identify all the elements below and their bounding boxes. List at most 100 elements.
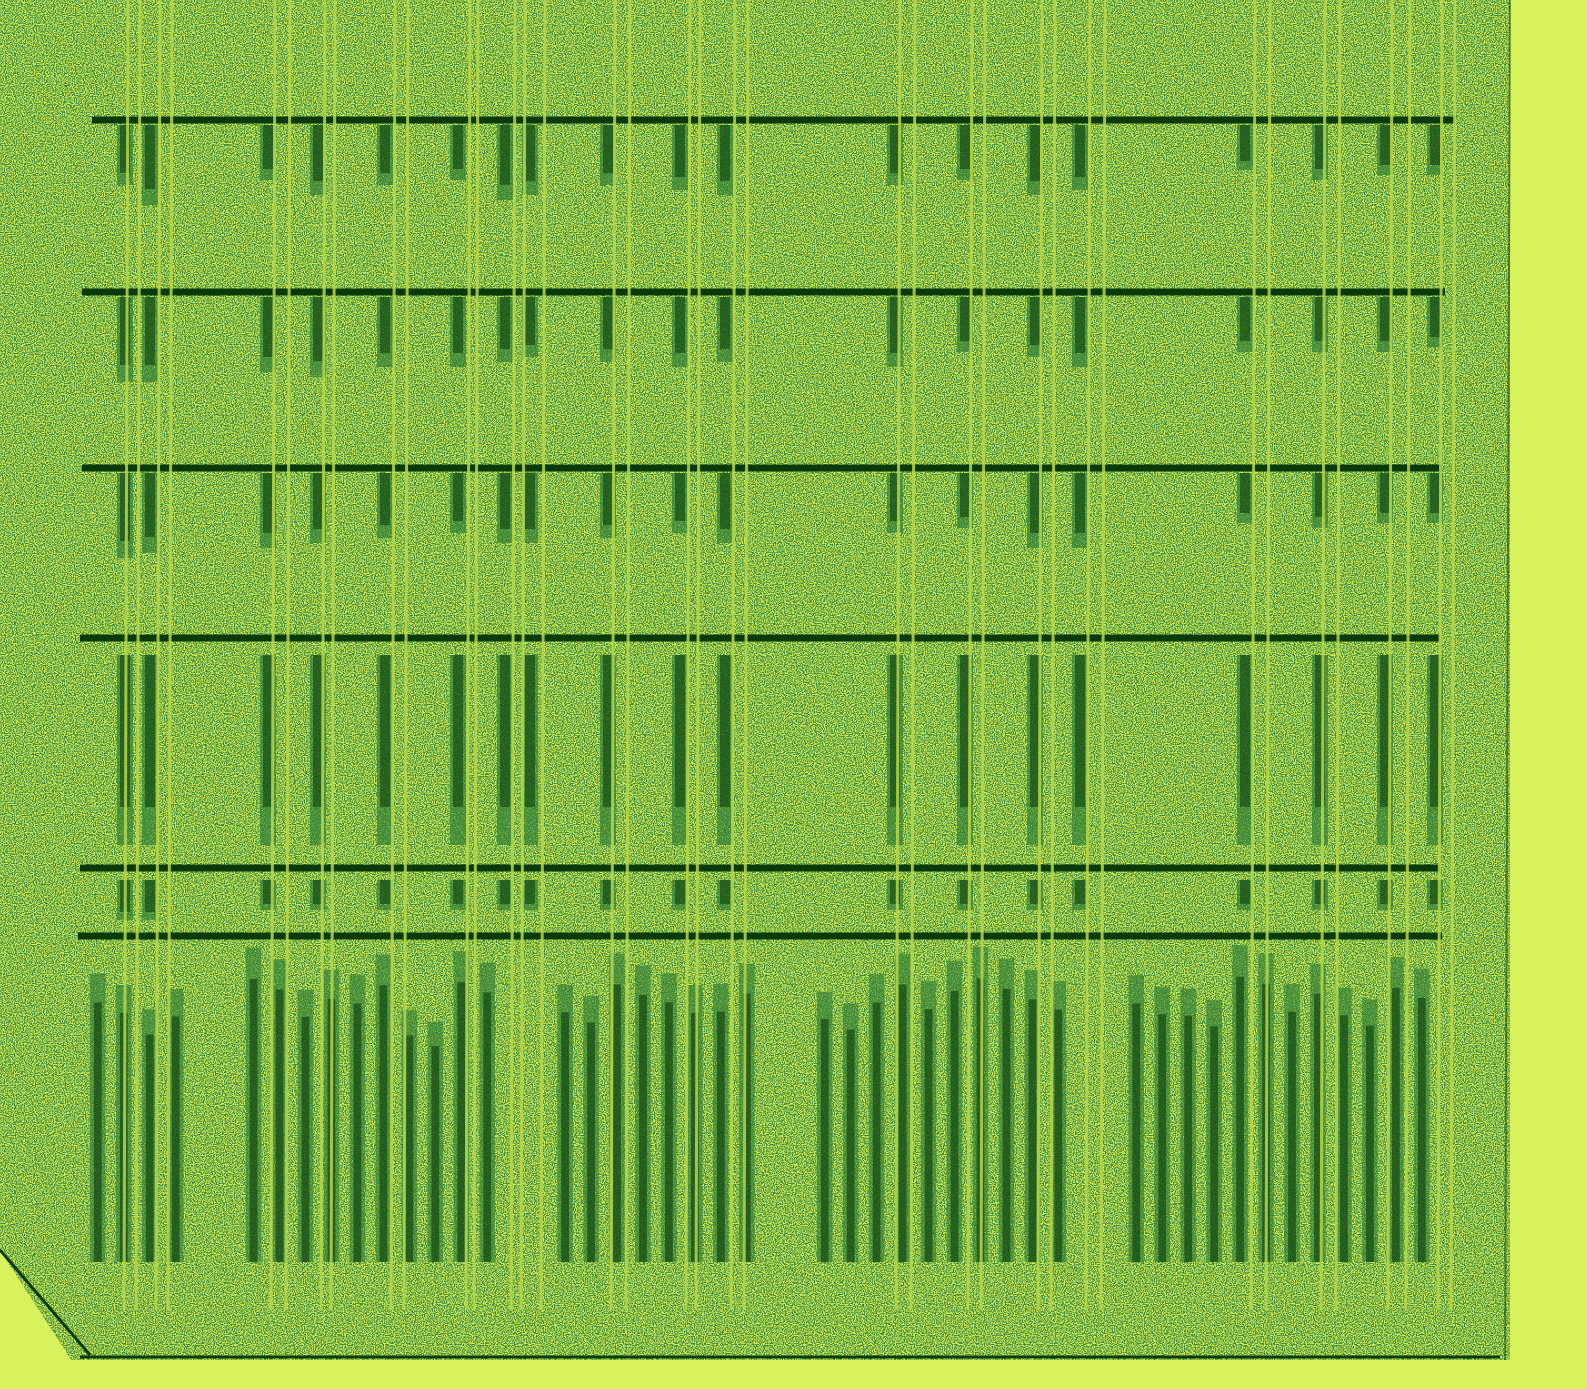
band-core [603,880,613,904]
bottom-bar-core [249,979,258,1262]
band-core [313,655,323,807]
band-core [1380,655,1390,807]
bottom-bar-core [613,984,621,1262]
lane-stripe [539,0,547,1311]
bottom-bar-core [691,1012,699,1262]
bottom-zone [90,945,1430,1262]
band-core [675,655,685,807]
band-core [120,125,130,173]
lane-stripe [979,0,987,1311]
band-core [960,125,970,169]
band-core [453,880,463,904]
band-core [380,473,390,525]
band-core [380,655,390,807]
bottom-bar-core [872,1002,881,1262]
bottom-bar-core [950,990,959,1262]
band-core [603,125,613,173]
bottom-bar-core [898,984,907,1262]
band-core [525,880,535,904]
bottom-bar-core [1340,1015,1348,1262]
band-core [1240,655,1250,807]
bottom-bar-core [301,1016,310,1262]
lane-stripe [1049,0,1057,1311]
bottom-bar-core [1028,999,1037,1262]
band-core [890,655,900,807]
lane-stripe [509,0,517,1311]
band-core [453,473,463,521]
band-core [525,655,535,807]
band-core [603,473,613,525]
bottom-bar-core [1132,1003,1141,1262]
band-core [145,297,155,365]
bottom-bar-core [846,1029,855,1262]
lane-stripe [402,0,410,1311]
bottom-bar-core [924,1009,933,1262]
bottom-bar-core [742,993,751,1262]
bottom-bar-core [820,1018,829,1262]
band-core [720,297,730,349]
band-core [1315,297,1325,341]
band-core [1380,297,1390,341]
band-core [1075,297,1085,353]
lane-stripe [1404,0,1412,1311]
bottom-bar-core [639,994,647,1262]
band-core [1380,880,1390,904]
band-core [1380,473,1390,513]
band-core [500,297,510,349]
band-core [675,473,685,521]
band-core [1430,125,1440,165]
band-core [1380,125,1390,165]
bottom-bar-core [93,1002,102,1262]
band-core [145,655,155,807]
band-core [263,473,273,533]
band-core [500,655,510,807]
band-core [1075,473,1085,533]
lane-stripe [519,0,527,1311]
lane-stripe [1249,0,1257,1311]
lane-stripe [154,0,162,1311]
bottom-bar-core [1158,1014,1167,1262]
lane-stripe [319,0,327,1311]
bottom-bar-core [587,1022,595,1262]
band-core [1240,297,1250,341]
lane-stripe [329,0,337,1311]
lane-stripe [1386,0,1394,1311]
bottom-bar-core [1314,993,1322,1262]
band-core [675,297,685,353]
lane-stripe [1449,0,1457,1311]
band-core [1030,880,1040,904]
bottom-bar-core [665,1002,673,1262]
lane-stripe [284,0,292,1311]
lane-stripe [122,0,130,1311]
band-core [890,880,900,904]
lane-stripe [1264,0,1272,1311]
lane-stripes [122,0,1511,1361]
band-core [960,880,970,904]
bottom-bar-core [1288,1011,1296,1262]
bottom-bar-core [275,989,284,1262]
band-core [1030,473,1040,533]
bottom-bar-core [457,982,466,1262]
lane-stripe [166,0,174,1311]
bottom-bar-core [716,1011,725,1262]
band-core [1430,880,1440,904]
lane-stripe [966,0,974,1311]
band-core [500,125,510,185]
band-core [500,880,510,904]
lane-stripe [1319,0,1327,1311]
lane-stripe [729,0,737,1311]
bottom-bar-core [1236,976,1244,1262]
band-core [1430,297,1440,337]
band-core [1075,125,1085,177]
band-core [960,297,970,341]
lane-stripe [269,0,277,1311]
lane-stripe [609,0,617,1311]
band-core [675,125,685,177]
bottom-bar-core [1054,1009,1063,1262]
band-core [960,655,970,807]
band-core [603,297,613,349]
band-core [1430,473,1440,513]
lane-stripe [694,0,702,1311]
